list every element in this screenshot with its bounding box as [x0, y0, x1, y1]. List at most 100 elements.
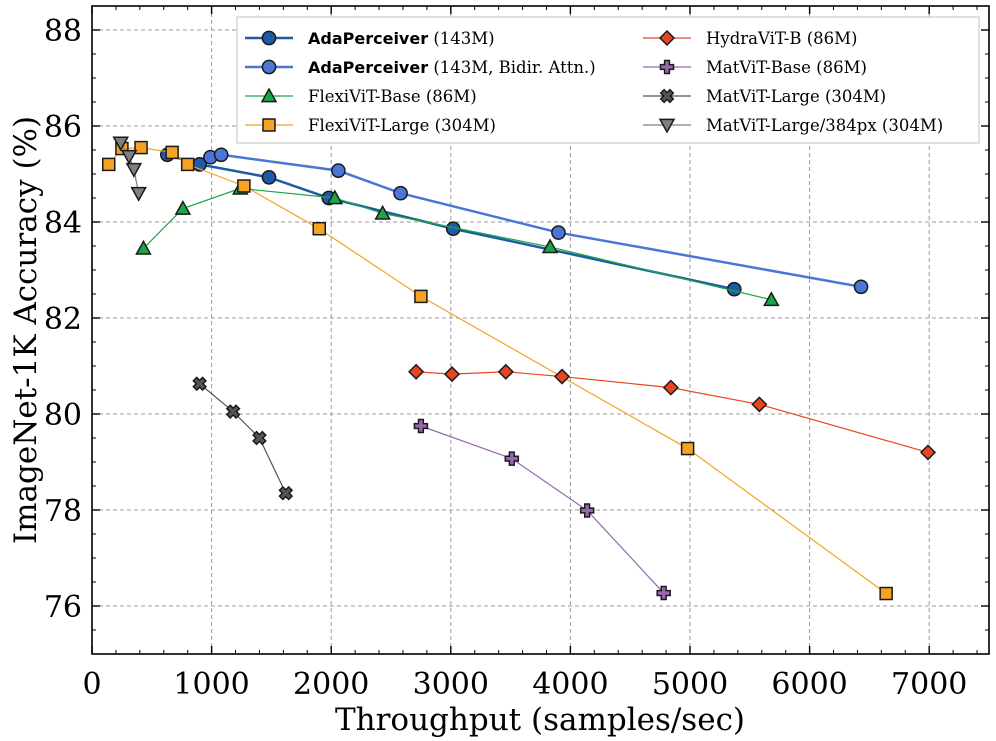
tick-labels: 0 1000 2000 3000 4000 5000 6000 7000 76 78 80 82 84 8… [44, 14, 968, 702]
y-tick-label: 80 [44, 398, 82, 433]
y-tick-label: 78 [44, 494, 82, 529]
series-line [143, 187, 772, 301]
x-tick-label: 7000 [891, 667, 967, 702]
series-line [108, 146, 887, 595]
legend-marker [261, 59, 277, 75]
y-axis-label: ImageNet-1K Accuracy (%) [8, 116, 44, 544]
legend-box [236, 16, 980, 144]
data-point [763, 291, 780, 307]
data-point [553, 368, 571, 385]
legend-label: HydraViT-B (86M) [706, 29, 858, 48]
data-point [393, 185, 408, 201]
legend-marker [659, 59, 675, 75]
series-5 [413, 418, 671, 601]
data-point [213, 147, 229, 163]
data-point [278, 485, 294, 501]
x-tick-label: 0 [82, 667, 101, 702]
y-tick-label: 86 [44, 110, 82, 145]
data-point [225, 404, 241, 419]
axes-frame [91, 5, 990, 655]
data-point [312, 221, 326, 236]
data-point [180, 157, 195, 172]
legend-entry: MatViT-Base (86M) [643, 58, 867, 77]
legend-entry: AdaPerceiver (143M, Bidir. Attn.) [245, 58, 596, 77]
legend-entry: FlexiViT-Base (86M) [245, 87, 477, 106]
data-point [165, 145, 179, 160]
data-point [414, 289, 428, 304]
x-tick-label: 3000 [413, 667, 489, 702]
data-point [853, 279, 869, 295]
series-line [199, 383, 287, 494]
legend-label: MatViT-Large/384px (304M) [706, 116, 943, 135]
data-point [541, 238, 559, 254]
data-point [192, 376, 207, 392]
legend: AdaPerceiver (143M) AdaPerceiver (143M, B… [236, 16, 980, 144]
data-point [125, 162, 143, 178]
legend-entry: MatViT-Large (304M) [643, 87, 886, 106]
legend-marker [658, 118, 676, 134]
series-line [420, 425, 665, 594]
data-point [135, 239, 152, 255]
x-tick-label: 5000 [652, 667, 728, 702]
y-tick-label: 84 [44, 206, 82, 241]
legend-marker [658, 29, 676, 47]
series-1 [203, 147, 869, 295]
data-point [656, 585, 671, 601]
series-4 [408, 363, 937, 461]
data-point [120, 149, 138, 165]
series-2 [135, 179, 780, 307]
series-7 [112, 136, 147, 202]
legend-label: FlexiViT-Large (304M) [308, 116, 496, 135]
y-tick-label: 76 [44, 590, 82, 625]
legend-label: MatViT-Large (304M) [706, 87, 886, 106]
data-point [326, 189, 344, 205]
data-point [408, 363, 425, 380]
plot-frame [91, 5, 990, 655]
x-axis-label: Throughput (samples/sec) [335, 702, 745, 738]
data-point [261, 170, 277, 185]
x-tick-label: 4000 [532, 667, 608, 702]
y-tick-label: 82 [44, 302, 82, 337]
legend-label: AdaPerceiver (143M) [308, 29, 495, 48]
data-point [443, 366, 461, 383]
legend-label: AdaPerceiver (143M, Bidir. Attn.) [308, 58, 596, 77]
data-point [374, 204, 391, 220]
data-point [331, 163, 346, 178]
data-point [252, 430, 267, 446]
data-point [551, 225, 566, 240]
data-point [237, 179, 251, 193]
x-tick-label: 2000 [293, 667, 369, 702]
data-point [662, 379, 679, 396]
x-tick-label: 1000 [173, 667, 249, 702]
legend-entry: MatViT-Large/384px (304M) [643, 116, 943, 135]
series-3 [101, 140, 893, 601]
data-point [919, 444, 937, 461]
series-layer [101, 136, 937, 601]
y-tick-label: 88 [44, 14, 82, 49]
data-point [101, 157, 116, 172]
data-point [112, 136, 129, 152]
data-point [680, 441, 695, 456]
data-point [134, 140, 148, 155]
legend-marker [659, 88, 675, 104]
data-point [174, 200, 192, 215]
legend-label: FlexiViT-Base (86M) [308, 87, 477, 106]
data-point [497, 363, 514, 380]
data-point [879, 586, 893, 601]
legend-entry: HydraViT-B (86M) [643, 29, 858, 48]
legend-marker [262, 118, 276, 132]
series-line [120, 142, 140, 194]
data-point [579, 503, 595, 518]
legend-entry: FlexiViT-Large (304M) [245, 116, 496, 135]
data-point [130, 186, 147, 202]
legend-label: MatViT-Base (86M) [706, 58, 867, 77]
legend-entry: AdaPerceiver (143M) [245, 29, 495, 48]
legend-marker [260, 87, 278, 103]
series-6 [192, 376, 294, 501]
x-tick-label: 6000 [771, 667, 847, 702]
legend-marker [261, 30, 277, 46]
data-point [751, 396, 768, 413]
series-line [210, 153, 862, 289]
data-point [413, 418, 429, 434]
